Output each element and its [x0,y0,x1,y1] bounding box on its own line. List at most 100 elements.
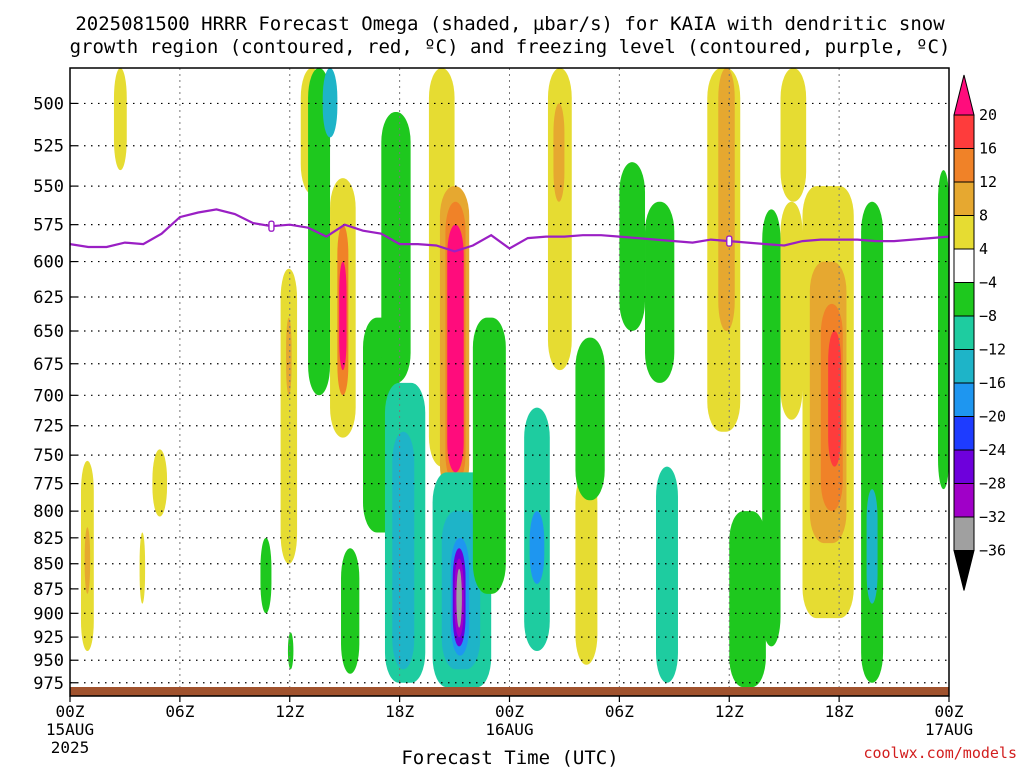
y-tick-label: 900 [33,604,64,624]
omega-shading-layer [80,68,949,688]
omega-shaded-cell [84,527,91,594]
x-tick-label: 00Z [935,702,964,721]
omega-shaded-cell [113,68,127,171]
y-tick-label: 975 [33,674,64,694]
omega-shaded-cell [718,68,735,332]
x-tick-year-label: 2025 [51,738,90,757]
y-axis: 500 525 550 575 600 625 650 675 700 725 750 775 800 8… [33,94,77,694]
y-tick-label: 750 [33,446,64,466]
colorbar-label: −28 [979,475,1006,493]
x-tick-date-label: 15AUG [46,720,94,739]
grid-layer [70,68,949,696]
omega-shaded-cell [447,224,464,473]
y-tick-label: 875 [33,580,64,600]
x-tick-label: 00Z [56,702,85,721]
colorbar-label: 8 [979,207,988,225]
x-axis-label: Forecast Time (UTC) [401,747,618,768]
y-tick-label: 775 [33,475,64,495]
omega-shaded-cell [341,548,360,674]
y-tick-label: 850 [33,555,64,575]
colorbar-label: −36 [979,542,1006,560]
omega-shaded-cell [339,261,347,371]
colorbar-label: 16 [979,140,997,158]
colorbar-label: −8 [979,307,997,325]
x-tick-label: 00Z [495,702,524,721]
x-tick-date-label: 17AUG [925,720,973,739]
omega-shaded-cell [529,511,545,584]
colorbar-bottom-arrow [953,550,975,591]
surface-ground-band [70,687,949,696]
colorbar-bin [953,483,975,518]
y-tick-label: 575 [33,216,64,236]
omega-shaded-cell [575,337,605,501]
freezing-level-line [70,208,949,253]
omega-shaded-cell [286,317,292,396]
omega-shaded-cell [866,489,878,604]
omega-shaded-cell [729,511,766,688]
omega-shaded-cell [392,431,415,670]
x-tick-label: 12Z [715,702,744,721]
colorbar-bin [953,449,975,484]
x-tick-label: 18Z [385,702,414,721]
colorbar-label: −4 [979,274,997,292]
colorbar: 20 16 12 8 4 −4 −8 −12 −16 −20 −24 −28 −32 −36 [953,74,1006,591]
chart-title-line-2: growth region (contoured, red, ºC) and f… [70,36,951,58]
colorbar-bin [953,181,975,216]
omega-shaded-cell [280,268,298,564]
omega-shaded-cell [308,68,331,396]
credit-text: coolwx.com/models [863,744,1017,762]
omega-shaded-cell [780,201,803,420]
omega-shaded-cell [152,449,168,517]
colorbar-label: −16 [979,374,1006,392]
colorbar-label: 20 [979,106,997,124]
omega-shaded-cell [619,162,646,332]
y-tick-label: 500 [33,94,64,114]
x-tick-label: 18Z [825,702,854,721]
omega-shaded-cell [553,103,565,202]
omega-shaded-cell [381,112,411,383]
colorbar-bin [953,148,975,183]
colorbar-bin [953,215,975,250]
colorbar-bin [953,349,975,384]
x-tick-label: 06Z [165,702,194,721]
colorbar-label: −24 [979,441,1006,459]
colorbar-bin [953,416,975,451]
y-tick-label: 700 [33,386,64,406]
colorbar-bin [953,114,975,149]
y-tick-label: 675 [33,355,64,375]
colorbar-bin [953,248,975,283]
y-tick-label: 725 [33,417,64,437]
omega-shaded-cell [780,68,807,202]
y-tick-label: 625 [33,288,64,308]
colorbar-bin [953,282,975,317]
omega-shaded-cell [472,317,506,594]
y-tick-label: 600 [33,253,64,273]
omega-shaded-cell [575,472,598,665]
x-tick-label: 06Z [605,702,634,721]
y-tick-label: 925 [33,628,64,648]
omega-shaded-cell [139,532,146,604]
omega-shaded-cell [287,632,294,670]
omega-shaded-cell [828,331,841,467]
omega-shaded-cell [260,537,272,614]
y-tick-label: 650 [33,322,64,342]
colorbar-label: −12 [979,341,1006,359]
omega-shaded-cell [322,68,338,138]
colorbar-bin [953,516,975,551]
freezing-level-marker [726,235,733,247]
y-tick-label: 825 [33,529,64,549]
y-tick-label: 950 [33,651,64,671]
freezing-level-marker [268,220,275,232]
y-tick-label: 800 [33,502,64,522]
colorbar-label: −20 [979,408,1006,426]
freezing-level-layer [70,208,949,253]
chart-title-line-1: 2025081500 HRRR Forecast Omega (shaded, … [75,13,945,35]
colorbar-bin [953,315,975,350]
surface-layer [70,687,949,696]
y-tick-label: 525 [33,137,64,157]
y-tick-label: 550 [33,177,64,197]
colorbar-bin [953,382,975,417]
x-tick-label: 12Z [275,702,304,721]
